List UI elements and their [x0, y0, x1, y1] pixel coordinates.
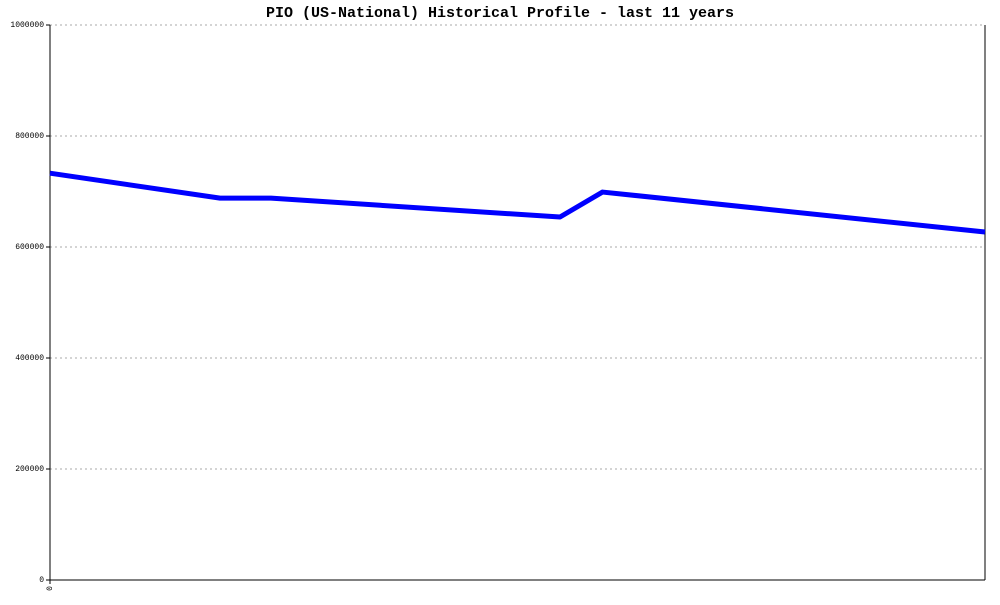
- y-tick-label: 0: [39, 576, 44, 585]
- chart-title: PIO (US-National) Historical Profile - l…: [266, 5, 734, 22]
- y-tick-label: 800000: [15, 132, 44, 141]
- y-tick-label: 600000: [15, 243, 44, 252]
- y-tick-label: 1000000: [10, 21, 44, 30]
- x-tick-label: 0: [46, 586, 55, 591]
- data-line: [49, 170, 986, 235]
- y-tick-label: 200000: [15, 465, 44, 474]
- y-tick-label: 400000: [15, 354, 44, 363]
